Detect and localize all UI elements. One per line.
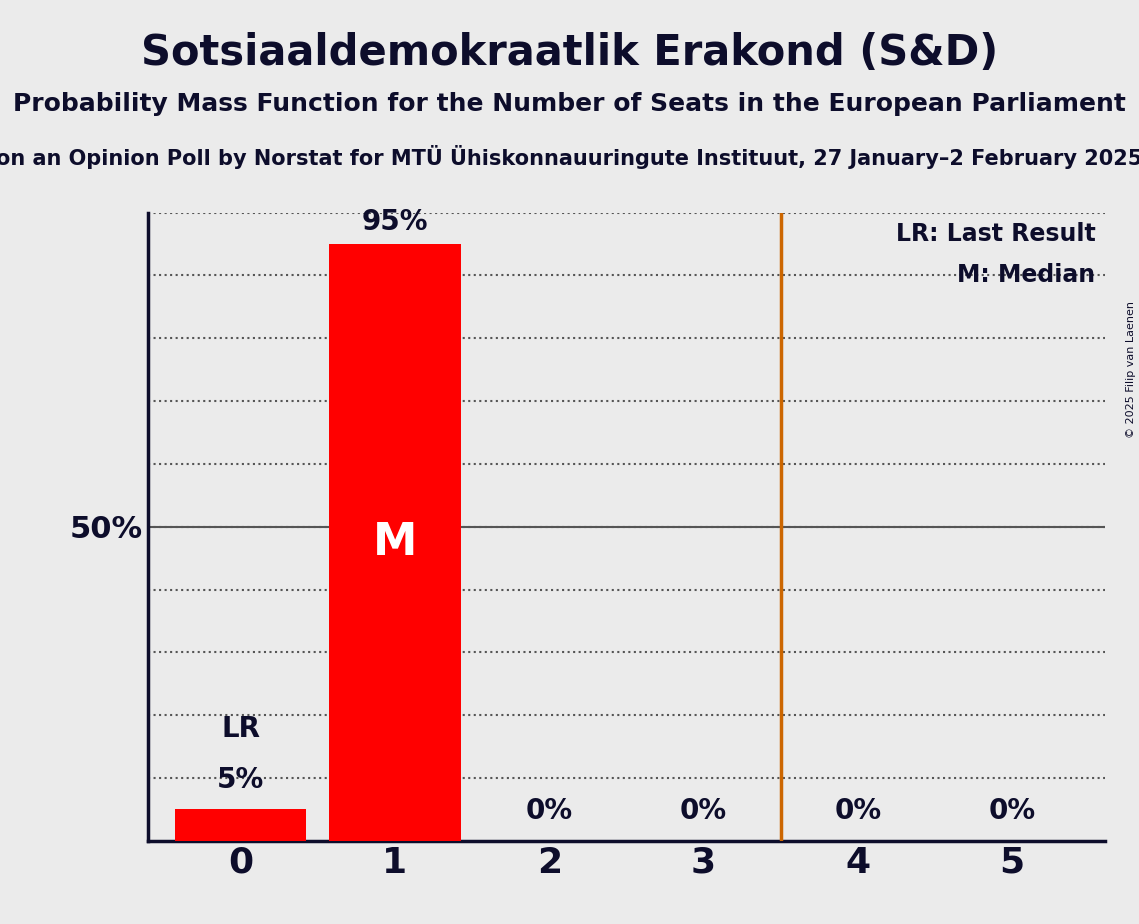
Bar	[329, 244, 460, 841]
Text: M: Median: M: Median	[957, 262, 1096, 286]
Text: 0%: 0%	[835, 797, 882, 825]
Text: Probability Mass Function for the Number of Seats in the European Parliament: Probability Mass Function for the Number…	[13, 92, 1126, 116]
Text: Sotsiaaldemokraatlik Erakond (S&D): Sotsiaaldemokraatlik Erakond (S&D)	[141, 32, 998, 74]
Text: M: M	[372, 521, 417, 564]
Text: 0%: 0%	[526, 797, 573, 825]
Text: © 2025 Filip van Laenen: © 2025 Filip van Laenen	[1126, 301, 1136, 438]
Text: 5%: 5%	[218, 766, 264, 794]
Text: LR: LR	[221, 715, 260, 744]
Text: on an Opinion Poll by Norstat for MTÜ Ühiskonnauuringute Instituut, 27 January–2: on an Opinion Poll by Norstat for MTÜ Üh…	[0, 145, 1139, 169]
Text: 0%: 0%	[680, 797, 727, 825]
Text: LR: Last Result: LR: Last Result	[895, 222, 1096, 246]
Text: 0%: 0%	[989, 797, 1035, 825]
Bar	[175, 809, 306, 841]
Text: 95%: 95%	[362, 209, 428, 237]
